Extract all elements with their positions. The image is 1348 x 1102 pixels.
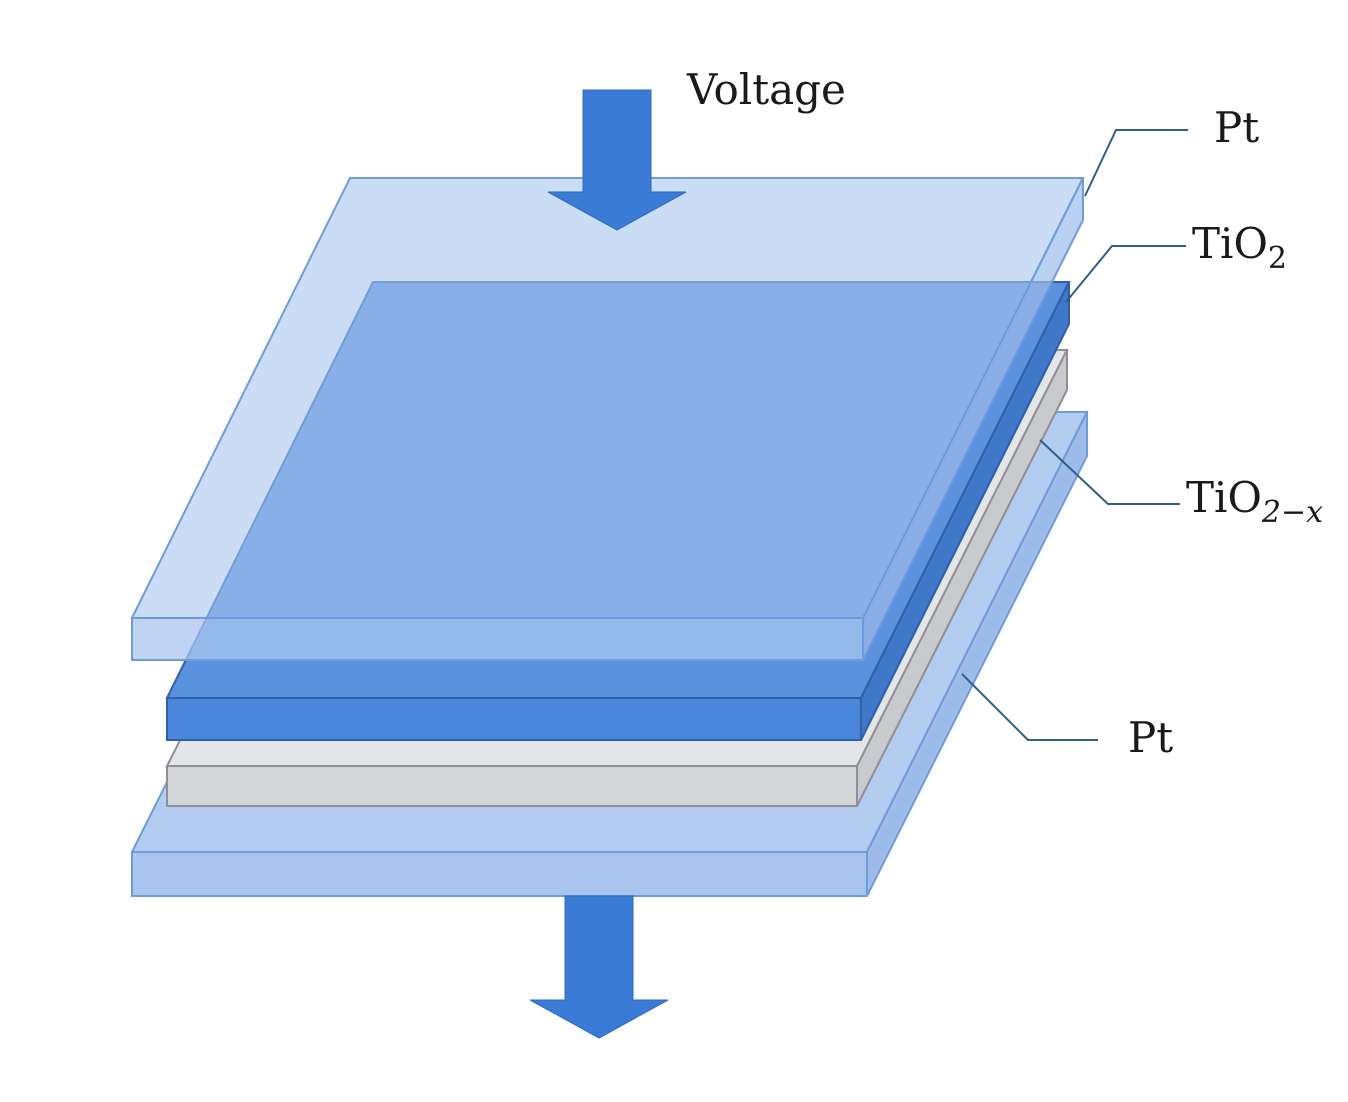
tio2-label-base: TiO bbox=[1192, 219, 1268, 268]
leader-lines bbox=[961, 129, 1188, 741]
leader-line-tio2x bbox=[1039, 439, 1180, 505]
leader-line-tio2 bbox=[1065, 245, 1186, 303]
top-pt-layer bbox=[130, 177, 1085, 661]
tio2-x-label: TiO2−x bbox=[1186, 473, 1323, 530]
tio2-x-label-base: TiO bbox=[1186, 473, 1262, 522]
voltage-out-arrow bbox=[529, 895, 669, 1039]
tio2-x-label-subscript: 2−x bbox=[1261, 495, 1323, 530]
leader-line-top-pt bbox=[1084, 129, 1188, 197]
voltage-label: Voltage bbox=[686, 65, 846, 114]
bottom-pt-label: Pt bbox=[1128, 713, 1173, 762]
leader-line-bottom-pt bbox=[961, 673, 1098, 741]
top-pt-label: Pt bbox=[1214, 103, 1259, 152]
tio2-label: TiO2 bbox=[1192, 219, 1287, 276]
tio2-label-subscript: 2 bbox=[1268, 241, 1287, 276]
voltage-in-arrow bbox=[547, 89, 687, 231]
